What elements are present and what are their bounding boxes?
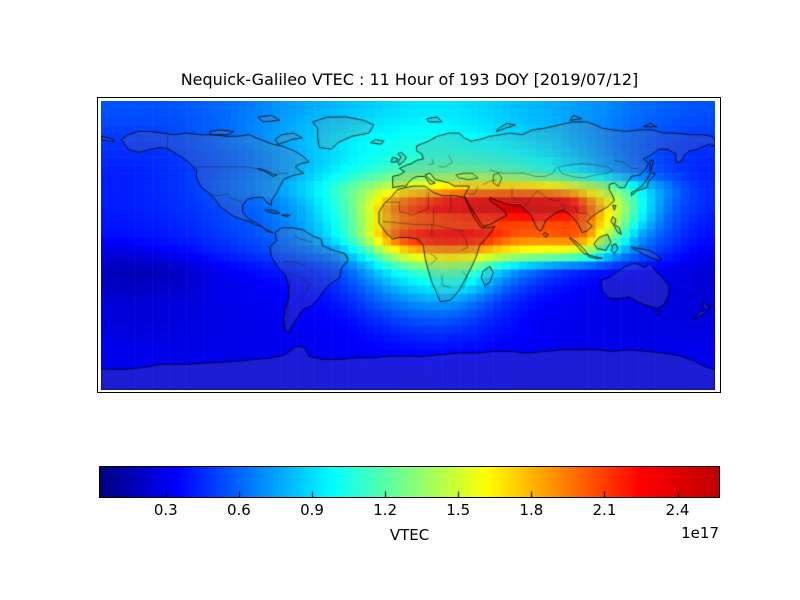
colorbar-tick-label: 0.9 [300, 501, 324, 519]
colorbar-tick-label: 0.6 [226, 501, 251, 519]
colorbar-tick-label: 0.3 [153, 501, 178, 519]
colorbar-tick-label: 1.2 [373, 501, 398, 519]
vtec-heatmap-canvas [101, 101, 715, 390]
plot-title: Nequick-Galileo VTEC : 11 Hour of 193 DO… [180, 70, 639, 89]
colorbar-frame [99, 466, 720, 498]
colorbar-tick-label: 2.1 [592, 501, 617, 519]
colorbar-axis-label: VTEC [389, 526, 430, 544]
colorbar-tick-label: 1.5 [446, 501, 471, 519]
colorbar-tick-label: 1.8 [519, 501, 544, 519]
colorbar-offset-text: 1e17 [681, 524, 719, 542]
map-axes-frame [97, 97, 721, 393]
colorbar-canvas [100, 467, 719, 497]
colorbar-tick-label: 2.4 [665, 501, 690, 519]
